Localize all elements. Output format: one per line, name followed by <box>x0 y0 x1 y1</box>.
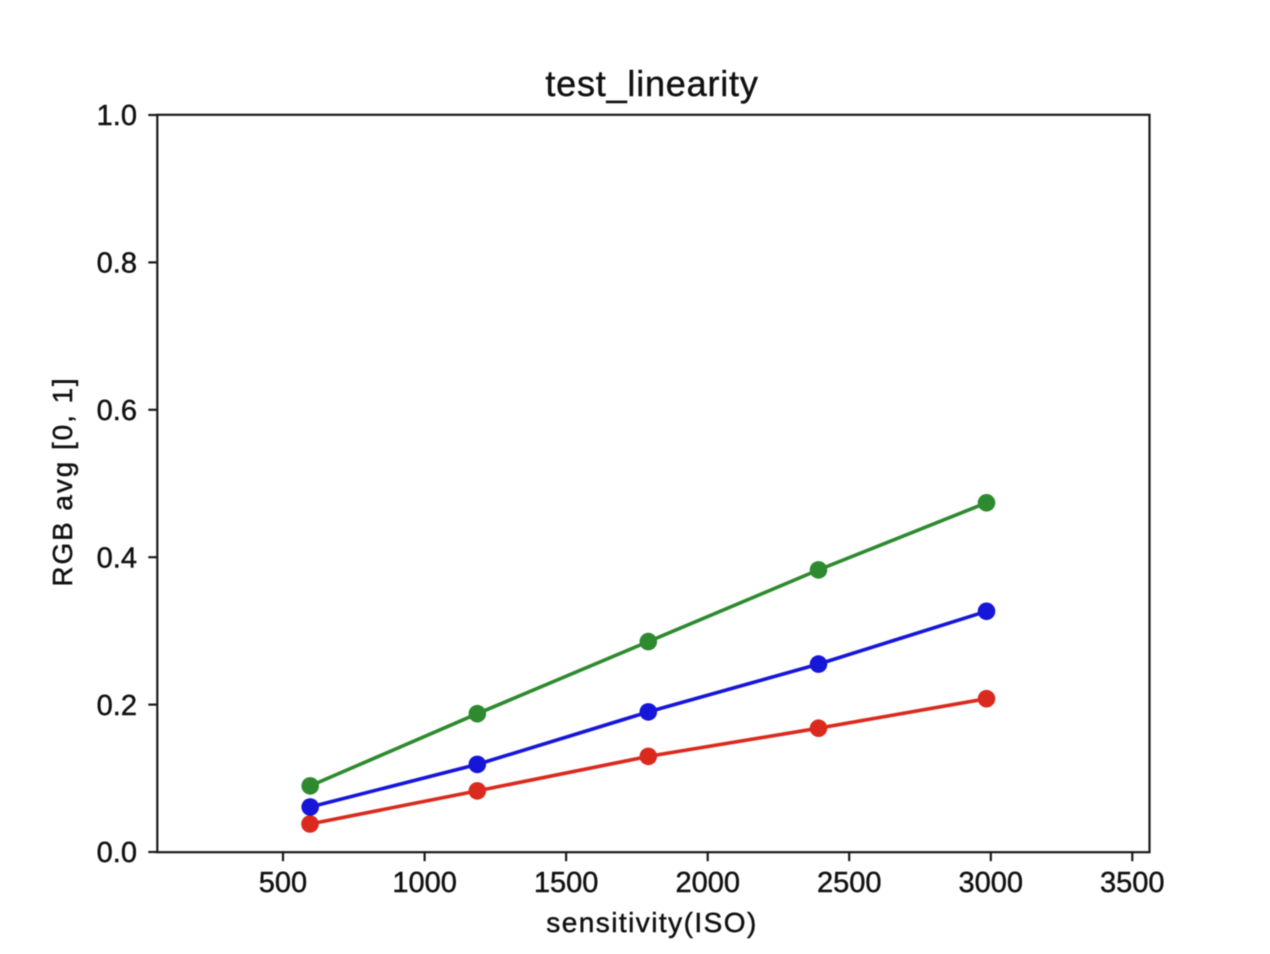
svg-text:0.4: 0.4 <box>97 542 137 574</box>
svg-text:1500: 1500 <box>534 867 599 899</box>
svg-text:0.2: 0.2 <box>97 690 137 722</box>
svg-text:2500: 2500 <box>817 867 882 899</box>
svg-text:0.0: 0.0 <box>97 837 137 869</box>
svg-text:2000: 2000 <box>675 867 740 899</box>
svg-text:1000: 1000 <box>392 867 457 899</box>
svg-text:500: 500 <box>259 867 307 899</box>
svg-text:test_linearity: test_linearity <box>545 63 758 104</box>
svg-text:1.0: 1.0 <box>97 100 137 132</box>
svg-text:0.6: 0.6 <box>97 395 137 427</box>
svg-text:sensitivity(ISO): sensitivity(ISO) <box>546 907 757 938</box>
svg-text:3500: 3500 <box>1100 867 1165 899</box>
svg-text:0.8: 0.8 <box>97 248 137 280</box>
svg-text:RGB avg [0, 1]: RGB avg [0, 1] <box>47 376 78 586</box>
svg-text:3000: 3000 <box>959 867 1024 899</box>
